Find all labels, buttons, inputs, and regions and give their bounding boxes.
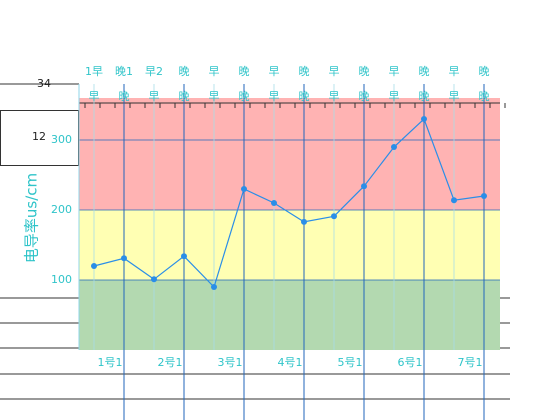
series-line bbox=[93, 117, 485, 289]
top-label: 早 bbox=[449, 65, 460, 78]
x-tick-label: 1号1 bbox=[98, 356, 123, 369]
point bbox=[211, 284, 217, 290]
band bbox=[79, 280, 500, 350]
band bbox=[79, 210, 500, 280]
top-label: 晚 bbox=[179, 90, 190, 103]
top-label: 晚 bbox=[479, 65, 490, 78]
band bbox=[79, 98, 500, 210]
top-label: 晚 bbox=[299, 65, 310, 78]
annotation: 34 bbox=[37, 77, 51, 90]
top-label: 早2 bbox=[145, 65, 163, 78]
top-label: 晚 bbox=[299, 90, 310, 103]
top-label: 早 bbox=[209, 90, 220, 103]
x-tick-label: 2号1 bbox=[158, 356, 183, 369]
top-label: 早 bbox=[329, 65, 340, 78]
point bbox=[271, 200, 277, 206]
top-label: 晚 bbox=[479, 90, 490, 103]
x-tick-label: 7号1 bbox=[458, 356, 483, 369]
top-label: 晚 bbox=[419, 90, 430, 103]
point bbox=[481, 193, 487, 199]
annotation: 12 bbox=[32, 130, 46, 143]
point bbox=[451, 197, 457, 204]
top-label: 早 bbox=[269, 90, 280, 103]
top-label: 晚 bbox=[359, 65, 370, 78]
point bbox=[241, 186, 247, 192]
y-tick-label: 200 bbox=[51, 203, 72, 216]
x-tick-label: 6号1 bbox=[398, 356, 423, 369]
point bbox=[391, 144, 397, 150]
top-label: 早 bbox=[329, 90, 340, 103]
top-label: 早 bbox=[449, 90, 460, 103]
point bbox=[151, 276, 157, 283]
top-label: 早 bbox=[269, 65, 280, 78]
point bbox=[121, 255, 127, 262]
point bbox=[331, 213, 337, 220]
x-tick-label: 3号1 bbox=[218, 356, 243, 369]
top-label: 晚 bbox=[119, 90, 130, 103]
point bbox=[421, 116, 427, 122]
top-label: 晚 bbox=[239, 90, 250, 103]
point bbox=[301, 218, 307, 225]
top-label: 早 bbox=[149, 90, 160, 103]
top-label: 早 bbox=[209, 65, 220, 78]
y-axis-label: 电导率us/cm bbox=[23, 173, 41, 263]
point bbox=[181, 253, 187, 260]
point bbox=[91, 263, 97, 269]
y-tick-label: 300 bbox=[51, 133, 72, 146]
top-label: 1早 bbox=[85, 65, 103, 78]
x-tick-label: 4号1 bbox=[278, 356, 303, 369]
top-label: 晚 bbox=[419, 65, 430, 78]
x-tick-label: 5号1 bbox=[338, 356, 363, 369]
y-tick-label: 100 bbox=[51, 273, 72, 286]
point bbox=[361, 183, 367, 190]
top-label: 早 bbox=[389, 65, 400, 78]
top-label: 早 bbox=[389, 90, 400, 103]
top-label: 晚 bbox=[239, 65, 250, 78]
annotation-box bbox=[0, 110, 79, 166]
top-label: 早 bbox=[89, 90, 100, 103]
top-label: 晚 bbox=[359, 90, 370, 103]
top-label: 晚 bbox=[179, 65, 190, 78]
top-label: 晚1 bbox=[115, 65, 133, 78]
